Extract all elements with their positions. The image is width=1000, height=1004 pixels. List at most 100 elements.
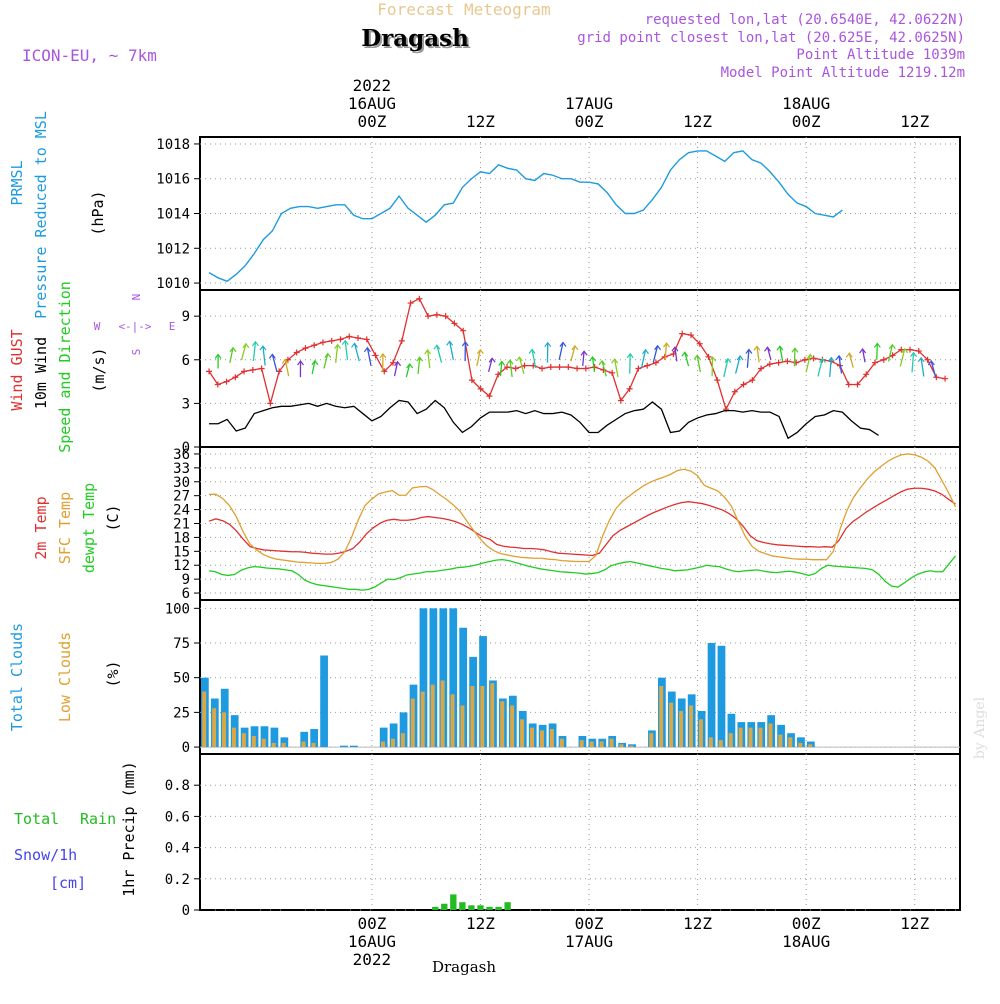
top-time-label: 18AUG [782, 94, 830, 113]
low-cloud-bar [252, 736, 256, 747]
total-cloud-bar [340, 746, 348, 747]
wind-unit-label: (m/s) [90, 347, 108, 392]
low-cloud-bar [560, 739, 564, 747]
precip-tick-label: 0.2 [165, 872, 190, 888]
low-cloud-bar [381, 742, 385, 748]
low-cloud-bar [302, 742, 306, 748]
wind10m-label: 10m Wind [32, 337, 50, 409]
gust-marker [776, 360, 782, 366]
low-cloud-bar [480, 686, 484, 747]
bottom-time-label: 12Z [466, 914, 495, 933]
low-cloud-bar [272, 743, 276, 747]
gust-marker [574, 366, 580, 372]
precip-frame [200, 754, 960, 910]
gust-marker [399, 338, 405, 344]
clouds-tick-label: 75 [173, 636, 190, 652]
low-cloud-bar [550, 729, 554, 747]
rain-bar [450, 894, 456, 910]
location-title-front: Dragash [361, 25, 469, 52]
rain-bar [441, 904, 447, 910]
gust-marker [907, 347, 913, 353]
precip-tick-label: 0 [182, 903, 190, 919]
compass-s: S [130, 349, 143, 356]
temp-tick-label: 18 [173, 530, 190, 546]
low-cloud-bar [520, 719, 524, 747]
temp-sfc-line [209, 454, 955, 563]
low-cloud-bar [441, 680, 445, 747]
gust-marker [784, 358, 790, 364]
wind-arrow [794, 348, 795, 366]
precipitation-panel: 00.20.40.60.8 [165, 754, 960, 919]
gust-marker [557, 364, 563, 370]
low-cloud-bar [600, 742, 604, 748]
low-cloud-bar [749, 728, 753, 747]
bottom-time-label: 17AUG [565, 932, 613, 951]
low-cloud-bar [798, 743, 802, 747]
pressure-unit-label: (hPa) [89, 190, 107, 235]
rain-bar [468, 905, 474, 910]
bottom-time-label: 12Z [900, 914, 929, 933]
gust-marker [513, 366, 519, 372]
dewpoint-label: dewpt Temp [80, 483, 98, 573]
credit-watermark: by Angel [972, 696, 988, 759]
low-cloud-bar [729, 733, 733, 747]
precip-unit-label: [cm] [50, 874, 86, 892]
compass-e: E [169, 320, 176, 333]
pressure-tick-label: 1016 [156, 172, 190, 188]
precip-tick-label: 0.8 [165, 778, 190, 794]
low-cloud-bar [451, 694, 455, 747]
pressure-tick-label: 1018 [156, 137, 190, 153]
gust-marker [609, 370, 615, 376]
gust-marker [714, 377, 720, 383]
model-label: ICON-EU, ~ 7km [22, 46, 157, 65]
gust-marker [416, 296, 422, 302]
sfc-temp-label: SFC Temp [56, 492, 74, 564]
gust-marker [767, 361, 773, 367]
gust-marker [933, 374, 939, 380]
temp-tick-label: 12 [173, 558, 190, 574]
low-cloud-bar [500, 701, 504, 747]
gust-marker [583, 366, 589, 372]
grid-point-coords: grid point closest lon,lat (20.625E, 42.… [577, 30, 965, 46]
low-cloud-bar [222, 712, 226, 747]
rain-bar [477, 905, 483, 910]
top-time-label: 12Z [900, 112, 929, 131]
precip-tick-label: 0.4 [165, 841, 190, 857]
gust-marker [320, 339, 326, 345]
low-cloud-bar [590, 742, 594, 748]
requested-coords: requested lon,lat (20.6540E, 42.0622N) [645, 12, 965, 28]
total-cloud-bar [708, 643, 716, 747]
temp-tick-label: 6 [182, 586, 190, 602]
low-cloud-bar [778, 735, 782, 747]
low-cloud-bar [649, 733, 653, 747]
low-cloud-bar [739, 728, 743, 747]
temp-tick-label: 21 [173, 517, 190, 533]
gust-marker [373, 352, 379, 358]
top-time-label: 17AUG [565, 94, 613, 113]
gust-label: Wind GUST [8, 329, 26, 410]
rain-bar [495, 907, 501, 910]
temp-tick-label: 27 [173, 489, 190, 505]
gust-line [209, 299, 945, 409]
low-clouds-label: Low Clouds [56, 632, 74, 722]
pressure-tick-label: 1010 [156, 276, 190, 292]
low-cloud-bar [679, 711, 683, 747]
low-cloud-bar [808, 744, 812, 747]
clouds-unit-label: (%) [104, 660, 122, 687]
compass-arrows: <-|-> [118, 320, 151, 333]
wind-arrow [912, 353, 914, 373]
gust-marker [425, 313, 431, 319]
precip-snow-label: Snow/1h [14, 846, 77, 864]
total-clouds-label: Total Clouds [8, 623, 26, 731]
low-cloud-bar [540, 730, 544, 747]
rain-bar [432, 907, 438, 910]
gust-marker [267, 400, 273, 406]
compass-w: W [94, 320, 101, 333]
gust-marker [881, 357, 887, 363]
low-cloud-bar [768, 723, 772, 747]
rain-bar [504, 902, 510, 910]
